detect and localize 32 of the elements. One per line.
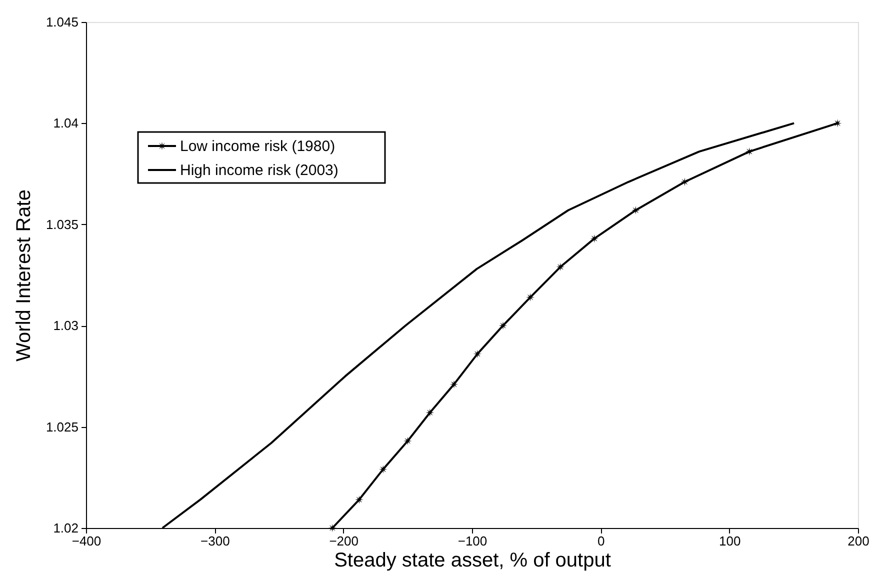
y-tick-label: 1.03 bbox=[53, 318, 78, 334]
y-tick-label: 1.045 bbox=[46, 14, 78, 30]
point bbox=[403, 436, 412, 446]
x-tick-label: 100 bbox=[718, 534, 741, 548]
point bbox=[680, 178, 689, 186]
point bbox=[354, 495, 364, 504]
x-tick-label: 0 bbox=[598, 534, 605, 548]
x-tick-label: −300 bbox=[200, 534, 230, 548]
point bbox=[498, 321, 508, 330]
x-tick-label: −400 bbox=[72, 534, 102, 548]
point bbox=[328, 524, 337, 532]
point bbox=[473, 350, 482, 358]
x-tick-label: 200 bbox=[848, 534, 870, 548]
y-tick-label: 1.02 bbox=[53, 520, 78, 536]
legend-label: Low income risk (1980) bbox=[180, 138, 336, 155]
x-tick-label: −100 bbox=[458, 534, 488, 548]
point bbox=[526, 293, 534, 302]
point bbox=[833, 119, 842, 128]
legend-label: High income risk (2003) bbox=[180, 162, 338, 179]
y-axis-title: World Interest Rate bbox=[12, 190, 35, 362]
y-tick-label: 1.04 bbox=[53, 116, 78, 131]
point bbox=[426, 408, 434, 417]
point bbox=[378, 465, 388, 474]
point bbox=[745, 147, 754, 156]
point bbox=[631, 206, 640, 214]
x-tick-label: −200 bbox=[329, 534, 358, 548]
point bbox=[590, 234, 599, 243]
y-tick-label: 1.035 bbox=[46, 216, 78, 232]
y-tick-label: 1.025 bbox=[46, 419, 78, 434]
x-axis-title: Steady state asset, % of output bbox=[334, 550, 612, 572]
point bbox=[556, 262, 565, 272]
point bbox=[450, 380, 458, 388]
